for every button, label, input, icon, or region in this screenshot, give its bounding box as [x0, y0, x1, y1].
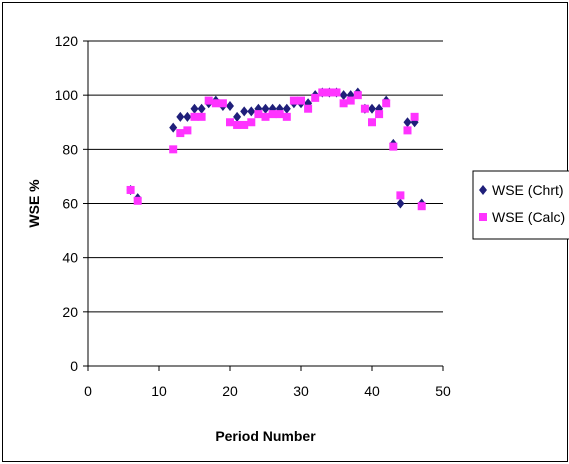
data-point-s1-18 [282, 112, 291, 121]
data-point-s1-37 [417, 202, 426, 211]
data-point-s0-4 [183, 111, 192, 122]
x-axis-title: Period Number [215, 428, 316, 444]
data-point-s1-33 [389, 142, 398, 151]
data-point-s1-24 [325, 88, 334, 97]
data-point-s1-21 [304, 104, 313, 113]
y-tick-label-100: 100 [55, 87, 79, 103]
data-point-s1-30 [368, 118, 376, 127]
data-point-s0-12 [240, 106, 249, 117]
legend: WSE (Chrt) WSE (Calc) [472, 170, 569, 240]
data-point-s1-17 [275, 110, 284, 119]
y-tick-label-80: 80 [62, 141, 78, 157]
data-point-s1-35 [403, 126, 412, 135]
data-point-s1-28 [353, 91, 362, 100]
data-point-s1-23 [318, 88, 327, 97]
data-point-s0-30 [368, 103, 376, 114]
data-point-s0-34 [396, 198, 405, 209]
data-point-s1-2 [169, 145, 178, 154]
data-point-s1-12 [240, 120, 249, 129]
data-point-s1-34 [396, 191, 405, 200]
data-point-s1-8 [211, 99, 220, 108]
x-tick-label-40: 40 [364, 383, 380, 399]
data-point-s1-13 [247, 118, 256, 127]
legend-label-0: WSE (Chrt) [492, 182, 564, 198]
data-point-s0-10 [226, 101, 234, 111]
data-point-s0-5 [190, 103, 199, 114]
data-point-s1-20 [297, 96, 305, 105]
data-point-s0-35 [403, 117, 412, 128]
legend-marker-1 [479, 213, 487, 221]
y-axis-title: WSE % [26, 179, 42, 228]
data-point-s1-31 [375, 110, 384, 119]
y-tick-label-40: 40 [62, 250, 78, 266]
data-point-s0-26 [339, 90, 348, 101]
x-tick-label-20: 20 [222, 383, 238, 399]
data-point-s1-10 [226, 118, 234, 127]
data-point-s1-3 [176, 129, 185, 138]
data-point-s0-15 [261, 103, 270, 114]
y-tick-label-120: 120 [55, 33, 79, 49]
legend-marker-0 [479, 185, 487, 195]
x-tick-label-50: 50 [435, 383, 451, 399]
legend-label-1: WSE (Calc) [492, 209, 565, 225]
x-tick-label-30: 30 [293, 383, 309, 399]
data-point-s1-19 [289, 96, 298, 105]
points-layer [126, 87, 426, 211]
data-point-s1-7 [204, 96, 213, 105]
data-point-s1-32 [382, 99, 391, 108]
data-point-s1-15 [261, 112, 270, 121]
data-point-s0-18 [282, 103, 291, 114]
y-tick-label-20: 20 [62, 304, 78, 320]
grid-layer [88, 40, 443, 313]
data-point-s1-9 [218, 99, 227, 108]
data-point-s0-6 [197, 103, 206, 114]
data-point-s0-3 [176, 111, 185, 122]
data-point-s1-11 [233, 120, 242, 129]
data-point-s1-5 [190, 112, 199, 121]
y-tick-label-0: 0 [70, 358, 78, 374]
legend-items: WSE (Chrt) WSE (Calc) [479, 182, 565, 225]
data-point-s1-16 [268, 110, 277, 119]
legend-box [472, 170, 569, 240]
data-point-s1-0 [126, 185, 135, 194]
data-point-s1-1 [133, 196, 142, 205]
data-point-s0-13 [247, 106, 256, 117]
data-point-s1-36 [410, 112, 419, 121]
data-point-s1-27 [346, 96, 355, 105]
x-tick-label-10: 10 [151, 383, 167, 399]
axis-layer: 0 20 40 60 80 100 120 0 10 20 30 40 50 [55, 33, 451, 399]
x-tick-label-0: 0 [84, 383, 92, 399]
data-point-s1-29 [360, 104, 369, 113]
data-point-s1-6 [197, 112, 206, 121]
data-point-s1-25 [332, 88, 341, 97]
y-tick-label-60: 60 [62, 196, 78, 212]
data-point-s1-4 [183, 126, 192, 135]
data-point-s0-11 [233, 111, 242, 122]
data-point-s0-2 [169, 122, 178, 133]
data-point-s1-22 [311, 93, 320, 102]
data-point-s1-26 [339, 99, 348, 108]
data-point-s1-14 [254, 110, 263, 119]
